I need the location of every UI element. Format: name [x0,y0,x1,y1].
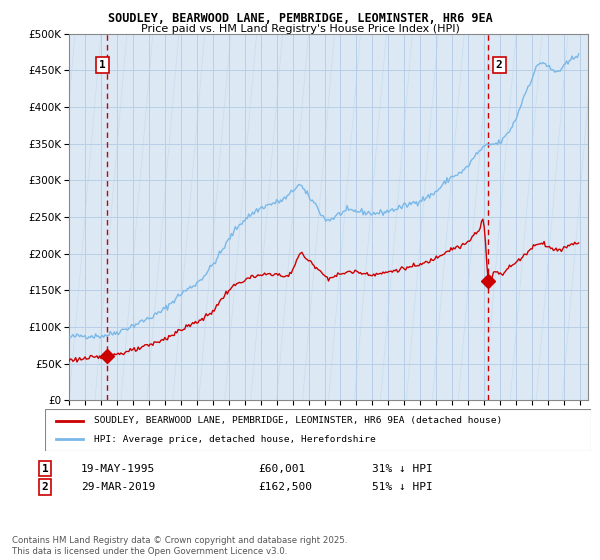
Text: £60,001: £60,001 [258,464,305,474]
Text: 1: 1 [41,464,49,474]
Text: 1: 1 [99,60,106,70]
Text: HPI: Average price, detached house, Herefordshire: HPI: Average price, detached house, Here… [94,435,376,444]
Text: 29-MAR-2019: 29-MAR-2019 [81,482,155,492]
Text: 2: 2 [41,482,49,492]
Text: 19-MAY-1995: 19-MAY-1995 [81,464,155,474]
Text: 2: 2 [496,60,503,70]
FancyBboxPatch shape [45,409,591,451]
Text: Price paid vs. HM Land Registry's House Price Index (HPI): Price paid vs. HM Land Registry's House … [140,24,460,34]
Text: £162,500: £162,500 [258,482,312,492]
Text: 31% ↓ HPI: 31% ↓ HPI [372,464,433,474]
Text: Contains HM Land Registry data © Crown copyright and database right 2025.
This d: Contains HM Land Registry data © Crown c… [12,536,347,556]
Text: SOUDLEY, BEARWOOD LANE, PEMBRIDGE, LEOMINSTER, HR6 9EA: SOUDLEY, BEARWOOD LANE, PEMBRIDGE, LEOMI… [107,12,493,25]
Text: SOUDLEY, BEARWOOD LANE, PEMBRIDGE, LEOMINSTER, HR6 9EA (detached house): SOUDLEY, BEARWOOD LANE, PEMBRIDGE, LEOMI… [94,416,502,425]
Text: 51% ↓ HPI: 51% ↓ HPI [372,482,433,492]
